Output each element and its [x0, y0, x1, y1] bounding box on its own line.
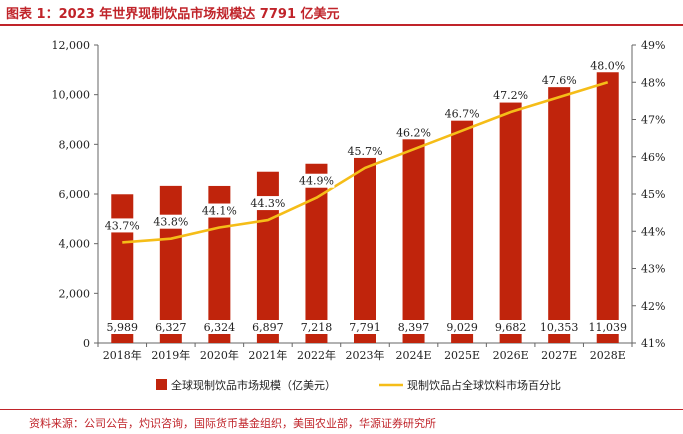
bar-value-label: 6,327 — [155, 321, 187, 334]
x-tick-label: 2024E — [396, 349, 432, 362]
y-right-tick-label: 42% — [641, 300, 665, 313]
chart-legend: 全球现制饮品市场规模（亿美元） 现制饮品占全球饮料市场百分比 — [156, 378, 561, 392]
line-value-label-bg — [444, 106, 481, 121]
line-value-label: 44.3% — [250, 197, 285, 210]
bar-value-label-bg — [537, 320, 581, 334]
x-tick-label: 2019年 — [151, 348, 190, 362]
bar-value-label-bg — [297, 320, 335, 334]
source-note: 资料来源：公司公告，灼识咨询，国际货币基金组织，美国农业部，华源证券研究所 — [0, 409, 683, 431]
line-value-label-bg — [589, 58, 626, 73]
y-right-tick-label: 45% — [641, 188, 665, 201]
x-tick-label: 2022年 — [297, 348, 336, 362]
y-right-tick-label: 47% — [641, 114, 665, 127]
bar-value-label: 11,039 — [588, 321, 627, 334]
line-value-label: 44.1% — [202, 205, 237, 218]
line-layer — [122, 81, 609, 244]
y-right-tick-label: 41% — [641, 337, 665, 350]
y-right-tick-label: 44% — [641, 225, 665, 238]
x-tick-label: 2026E — [493, 349, 529, 362]
y-left-tick-label: 2,000 — [59, 287, 91, 300]
y-right-tick-label: 49% — [641, 39, 665, 52]
bar-value-label-bg — [492, 320, 530, 334]
figure-title: 图表 1：2023 年世界现制饮品市场规模达 7791 亿美元 — [6, 7, 340, 22]
bar-value-label-bg — [152, 320, 190, 334]
bar-value-label: 6,324 — [204, 321, 236, 334]
y-right-tick-label: 46% — [641, 151, 665, 164]
bar — [499, 102, 522, 344]
line-value-label-bg — [395, 125, 432, 140]
axes-layer: 0 2,000 4,000 6,000 8,000 10,000 12,000 41% 42% 4… — [52, 39, 666, 362]
bar-value-label-bg — [443, 320, 481, 334]
bar-value-label-bg — [585, 320, 630, 334]
x-tick-label: 2028E — [590, 349, 626, 362]
line-value-label: 47.6% — [542, 74, 577, 87]
bar — [596, 68, 619, 343]
line-value-label: 45.7% — [348, 145, 383, 158]
y-right-tick-label: 48% — [641, 76, 665, 89]
bar — [354, 149, 376, 343]
line-value-label: 47.2% — [493, 89, 528, 102]
bar-value-label-bg — [200, 320, 238, 334]
line-value-label: 44.9% — [299, 175, 334, 188]
bar-value-label: 8,397 — [398, 321, 430, 334]
x-tick-label: 2027E — [541, 349, 577, 362]
line-value-label: 46.2% — [396, 126, 431, 139]
bars-layer — [111, 68, 619, 344]
line-value-label: 43.7% — [105, 219, 140, 232]
bar — [305, 163, 328, 343]
bar-value-label: 9,029 — [446, 321, 478, 334]
bar-value-label-bg — [346, 320, 384, 334]
y-left-tick-label: 12,000 — [52, 39, 91, 52]
line-value-label-bg — [347, 143, 383, 158]
line-value-label: 48.0% — [590, 59, 625, 72]
y-left-tick-label: 4,000 — [59, 238, 91, 251]
share-line — [122, 81, 609, 244]
bar-value-label: 6,897 — [252, 321, 284, 334]
line-value-label: 46.7% — [445, 108, 480, 121]
line-value-label-bg — [249, 196, 286, 211]
bar-value-label: 10,353 — [540, 321, 579, 334]
y-left-tick-label: 0 — [83, 337, 90, 350]
x-tick-label: 2025E — [444, 349, 480, 362]
bar-value-label: 7,218 — [301, 321, 333, 334]
line-value-label-bg — [201, 203, 238, 218]
bar-value-label: 9,682 — [495, 321, 527, 334]
legend-bar-label: 全球现制饮品市场规模（亿美元） — [171, 378, 336, 392]
bar — [548, 85, 571, 343]
title-rule — [0, 24, 683, 26]
line-value-label-bg — [298, 173, 335, 188]
bar — [159, 185, 182, 343]
line-value-label-bg — [152, 214, 189, 229]
legend-bar-swatch — [156, 379, 167, 390]
line-value-label: 43.8% — [153, 216, 188, 229]
bar — [256, 171, 279, 343]
y-right-tick-label: 43% — [641, 263, 665, 276]
x-tick-label: 2021年 — [248, 348, 287, 362]
combo-chart: 0 2,000 4,000 6,000 8,000 10,000 12,000 41% 42% 4… — [52, 39, 666, 392]
bar-value-label-bg — [103, 320, 141, 334]
bar — [208, 185, 231, 343]
bar-value-label-bg — [395, 320, 433, 334]
legend-line-label: 现制饮品占全球饮料市场百分比 — [407, 378, 561, 392]
bar-value-label-bg — [249, 320, 287, 334]
line-value-label-bg — [541, 73, 578, 88]
bar — [402, 134, 425, 343]
line-value-label-bg — [104, 218, 141, 233]
bar-value-label: 5,989 — [107, 321, 139, 334]
line-value-label-bg — [492, 88, 529, 103]
bar-value-label: 7,791 — [349, 321, 381, 334]
x-tick-label: 2018年 — [103, 348, 142, 362]
y-left-tick-label: 10,000 — [52, 89, 91, 102]
labels-layer: 5,989 6,327 6,324 6,897 7,218 7,791 8,397 9,029… — [103, 58, 630, 334]
x-tick-label: 2023年 — [346, 348, 385, 362]
y-left-tick-label: 8,000 — [59, 138, 91, 151]
bar — [451, 118, 474, 343]
x-tick-label: 2020年 — [200, 348, 239, 362]
y-left-tick-label: 6,000 — [59, 188, 91, 201]
